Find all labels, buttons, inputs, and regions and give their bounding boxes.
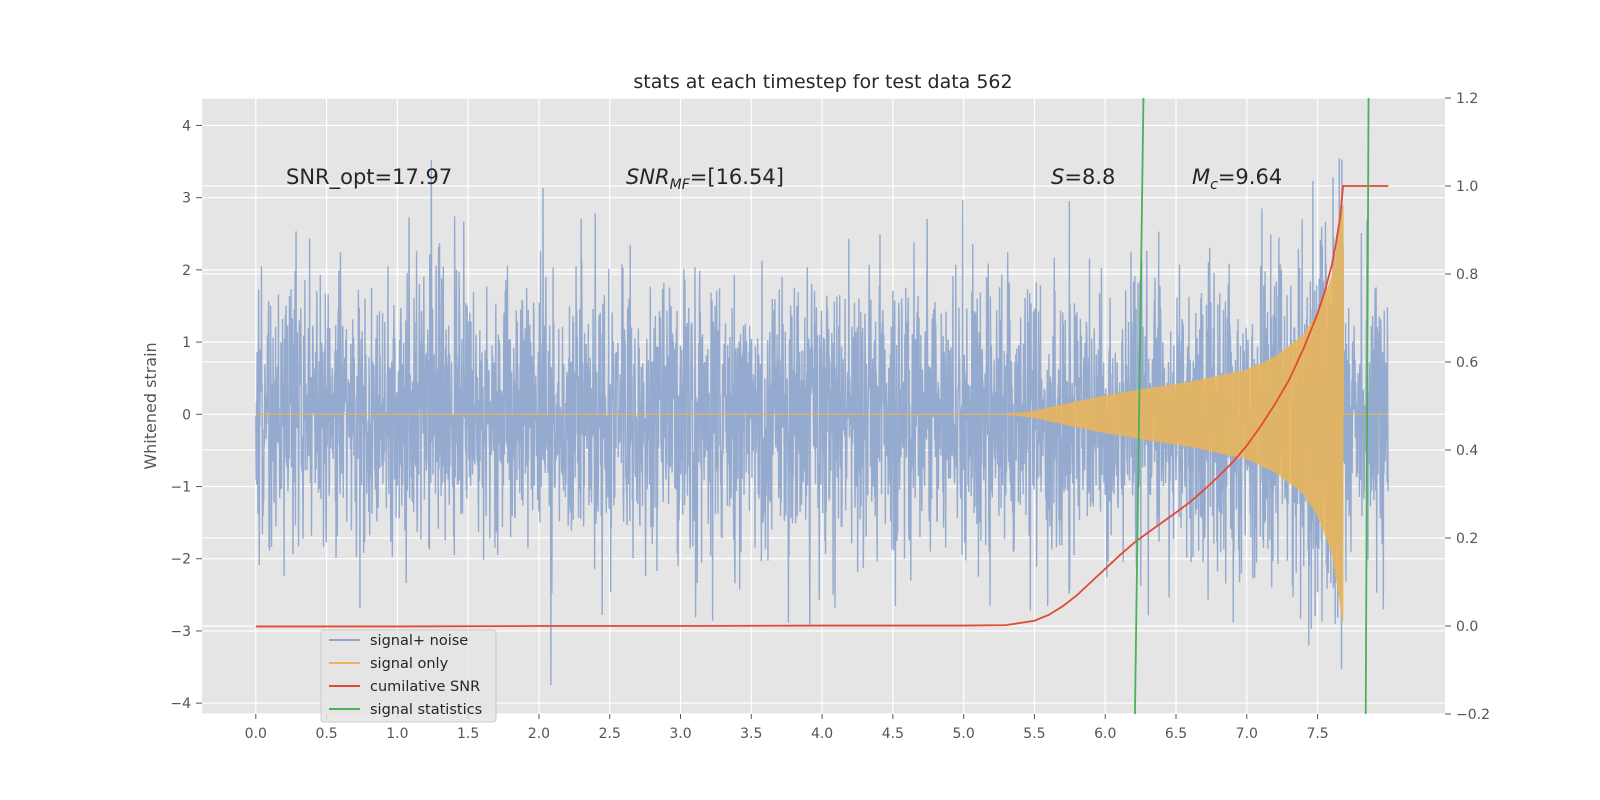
series-signal-noise — [255, 158, 1390, 686]
x-tick-label-8: 4.0 — [811, 726, 833, 742]
x-tick-label-1: 0.5 — [315, 726, 337, 742]
signal-only-line — [255, 204, 1389, 622]
x-tick-label-2: 1.0 — [386, 726, 408, 742]
legend-label-signal-noise: signal+ noise — [370, 633, 468, 649]
y2-tick-label-3: 0.4 — [1456, 443, 1478, 459]
y-tick-label-3: −1 — [170, 480, 191, 496]
x-tick-label-4: 2.0 — [528, 726, 550, 742]
x-tick-label-6: 3.0 — [669, 726, 691, 742]
legend-box — [320, 629, 497, 723]
y-tick-label-0: −4 — [170, 696, 191, 712]
annotation-snr-opt: SNR_opt=17.97 — [286, 165, 452, 190]
y-tick-label-6: 2 — [182, 263, 191, 279]
signal-statistics-line-0 — [1134, 97, 1145, 715]
y-tick-label-4: 0 — [182, 407, 191, 423]
y-tick-label-8: 4 — [182, 118, 191, 134]
cumulative-snr-line — [255, 185, 1389, 628]
annotation-snr-mf: SNRMF=[16.54] — [626, 165, 784, 193]
y2-tick-label-2: 0.2 — [1456, 531, 1478, 547]
annotation-s: S=8.8 — [1051, 165, 1115, 189]
x-tick-label-7: 3.5 — [740, 726, 762, 742]
legend-label-signal-statistics: signal statistics — [370, 702, 482, 718]
annotation-s-tail: =8.8 — [1064, 165, 1115, 189]
series-cumulative-snr — [255, 185, 1389, 628]
x-tick-label-9: 4.5 — [882, 726, 904, 742]
x-tick-label-11: 5.5 — [1023, 726, 1045, 742]
annotation-mc-main: M — [1192, 165, 1210, 189]
y-tick-label-1: −3 — [170, 624, 191, 640]
series-signal-only — [255, 204, 1389, 622]
legend-label-cumulative-snr: cumilative SNR — [370, 679, 480, 695]
legend: signal+ noise signal only cumilative SNR… — [320, 629, 497, 723]
x-tick-label-10: 5.0 — [953, 726, 975, 742]
x-tick-label-13: 6.5 — [1165, 726, 1187, 742]
annotation-mc-tail: =9.64 — [1218, 165, 1282, 189]
y-tick-label-7: 3 — [182, 191, 191, 207]
annotation-snr-mf-tail: =[16.54] — [690, 165, 784, 189]
annotation-s-main: S — [1051, 165, 1064, 189]
legend-label-signal-only: signal only — [370, 656, 449, 672]
x-tick-label-15: 7.5 — [1306, 726, 1328, 742]
annotation-mc: Mc=9.64 — [1192, 165, 1282, 193]
x-tick-label-5: 2.5 — [599, 726, 621, 742]
x-axis-ticks: 0.0 0.5 1.0 1.5 2.0 2.5 3.0 3.5 4.0 4.5 5.0 5.5 6.0 6… — [245, 714, 1329, 742]
annotation-mc-sub: c — [1210, 177, 1218, 193]
x-tick-label-12: 6.0 — [1094, 726, 1116, 742]
annotation-snr-mf-sub: MF — [670, 177, 691, 193]
y2-tick-label-6: 1.0 — [1456, 179, 1478, 195]
y2-tick-label-1: 0.0 — [1456, 619, 1478, 635]
signal-statistics-line-1 — [1364, 97, 1370, 715]
x-tick-label-3: 1.5 — [457, 726, 479, 742]
annotation-snr-mf-main: SNR — [626, 165, 670, 189]
y2-axis-ticks: −0.2 0.0 0.2 0.4 0.6 0.8 1.0 1.2 — [1445, 91, 1490, 723]
y2-tick-label-7: 1.2 — [1456, 91, 1478, 107]
x-tick-label-0: 0.0 — [245, 726, 267, 742]
y2-tick-label-0: −0.2 — [1456, 707, 1490, 723]
x-tick-label-14: 7.0 — [1236, 726, 1258, 742]
y2-tick-label-4: 0.6 — [1456, 355, 1478, 371]
y-axis-label: Whitened strain — [141, 342, 160, 469]
y-axis-ticks: −4 −3 −2 −1 0 1 2 3 4 — [170, 118, 202, 712]
annotations: SNR_opt=17.97 SNRMF=[16.54] S=8.8 Mc=9.6… — [286, 165, 1282, 193]
y2-tick-label-5: 0.8 — [1456, 267, 1478, 283]
y-tick-label-5: 1 — [182, 335, 191, 351]
series-signal-statistics — [1134, 97, 1370, 715]
y-tick-label-2: −2 — [170, 552, 191, 568]
signal-noise-line — [255, 158, 1390, 686]
chart-title: stats at each timestep for test data 562 — [633, 71, 1012, 93]
